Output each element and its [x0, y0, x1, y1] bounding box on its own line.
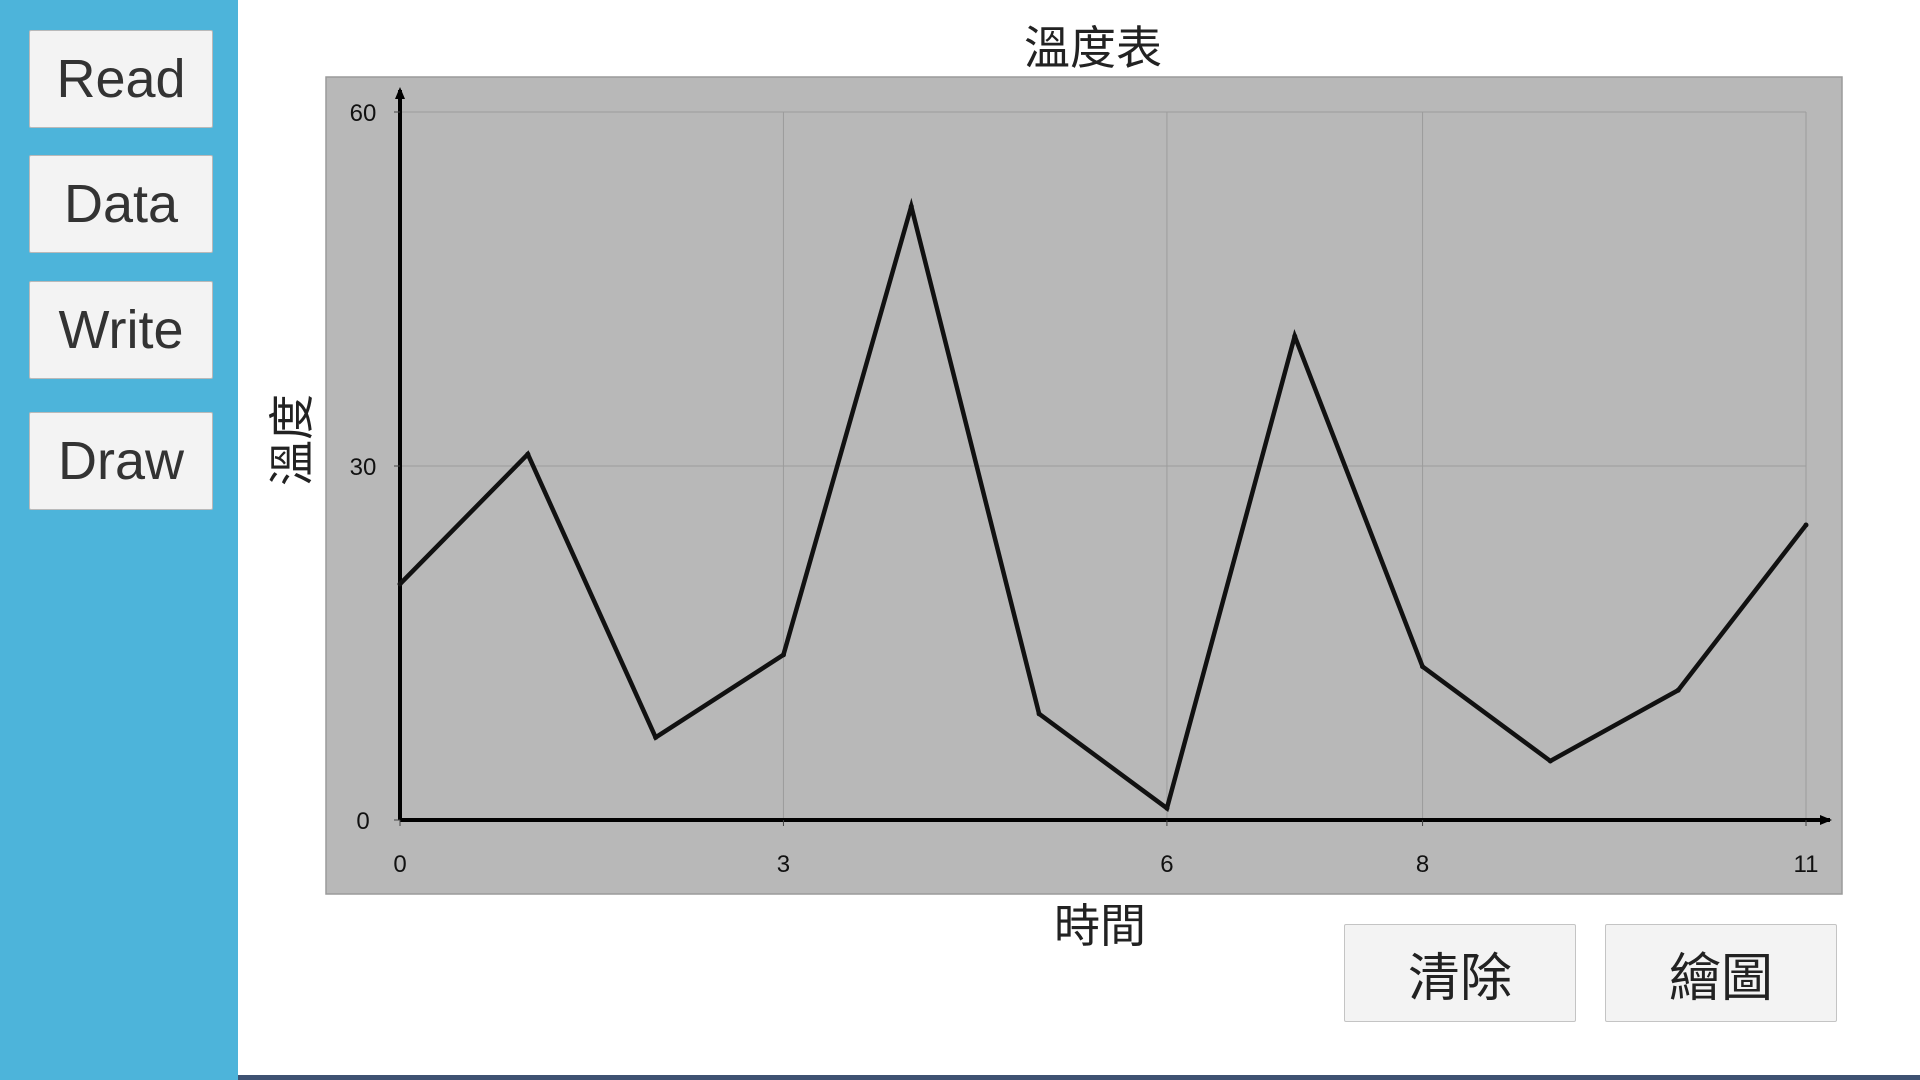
data-button[interactable]: Data	[29, 155, 213, 253]
data-point	[1292, 333, 1298, 339]
data-point	[1675, 687, 1681, 693]
bottom-border	[238, 1075, 1920, 1080]
axes	[395, 87, 1832, 825]
x-tick-label: 3	[777, 851, 790, 878]
y-tick-label: 0	[356, 808, 369, 835]
y-tick-label: 60	[350, 100, 377, 127]
x-tick-label: 11	[1794, 851, 1819, 878]
x-tick-label: 6	[1160, 851, 1173, 878]
sidebar: Read Data Write Draw	[0, 0, 238, 1080]
series-line	[398, 197, 1808, 812]
data-point	[1164, 805, 1170, 811]
draw-button[interactable]: Draw	[29, 412, 213, 510]
y-tick-label: 30	[350, 454, 377, 481]
x-tick-label: 8	[1416, 851, 1429, 878]
chart-title: 溫度表	[1024, 21, 1162, 75]
data-point	[1036, 711, 1042, 717]
data-point	[1420, 664, 1426, 670]
write-button[interactable]: Write	[29, 281, 213, 379]
y-axis-arrow	[395, 87, 405, 99]
grid-lines	[400, 111, 1807, 820]
x-axis-arrow	[1820, 815, 1832, 825]
tick-labels: 0 30 60 0 3 6 8 11	[350, 100, 1819, 878]
clear-button[interactable]: 清除	[1344, 924, 1576, 1022]
y-axis-label: 溫度	[265, 394, 319, 486]
plot-background	[325, 76, 1843, 895]
data-point	[397, 581, 403, 587]
plot-button[interactable]: 繪圖	[1605, 924, 1837, 1022]
x-tick-label: 0	[393, 851, 406, 878]
data-point	[908, 203, 914, 209]
data-point	[525, 451, 531, 457]
data-point	[653, 734, 659, 740]
data-point	[1803, 522, 1809, 528]
read-button[interactable]: Read	[29, 30, 213, 128]
x-axis-label: 時間	[1054, 899, 1146, 953]
data-point	[780, 652, 786, 658]
series	[397, 197, 1809, 812]
data-point	[1547, 758, 1553, 764]
